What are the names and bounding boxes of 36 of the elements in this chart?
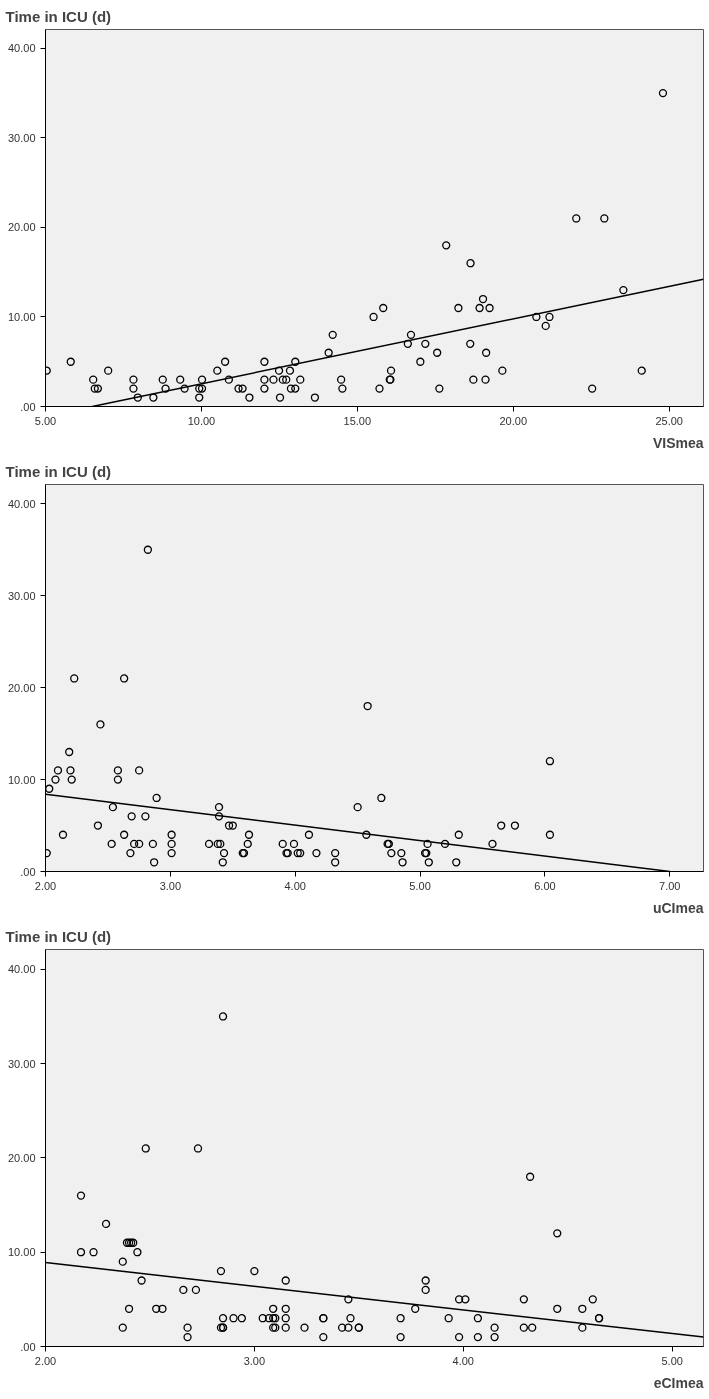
- y-tick-label: 10.00: [7, 310, 36, 323]
- y-tick-label: 20.00: [7, 1151, 36, 1164]
- x-axis-title: VISmea: [652, 434, 704, 451]
- x-tick-label: 20.00: [499, 414, 528, 427]
- y-tick-label: .00: [20, 400, 36, 413]
- y-tick-label: 40.00: [7, 497, 36, 510]
- y-axis-title: Time in ICU (d): [5, 7, 112, 25]
- x-tick-label: 4.00: [452, 1354, 474, 1367]
- y-tick-label: 10.00: [7, 1246, 36, 1259]
- y-tick-label: 10.00: [7, 773, 36, 786]
- y-tick-label: 40.00: [7, 963, 36, 976]
- x-tick-label: 25.00: [655, 414, 683, 427]
- x-tick-label: 5.00: [661, 1354, 683, 1367]
- x-tick-label: 2.00: [34, 879, 57, 892]
- y-tick-label: 20.00: [7, 221, 36, 234]
- y-tick-label: .00: [20, 865, 36, 878]
- y-tick-label: 40.00: [7, 42, 36, 55]
- y-tick-label: .00: [20, 1340, 36, 1353]
- y-tick-label: 20.00: [7, 681, 36, 694]
- x-tick-label: 10.00: [187, 414, 216, 427]
- y-tick-label: 30.00: [7, 589, 36, 602]
- x-tick-label: 3.00: [159, 879, 182, 892]
- x-axis-title: eCImea: [653, 1374, 704, 1391]
- x-tick-label: 5.00: [409, 879, 431, 892]
- x-tick-label: 7.00: [659, 879, 681, 892]
- x-tick-label: 6.00: [534, 879, 556, 892]
- x-tick-label: 5.00: [34, 414, 57, 427]
- y-tick-label: 30.00: [7, 131, 36, 144]
- x-tick-label: 15.00: [343, 414, 372, 427]
- y-axis-title: Time in ICU (d): [5, 462, 112, 480]
- x-tick-label: 3.00: [243, 1354, 266, 1367]
- x-tick-label: 2.00: [34, 1354, 57, 1367]
- x-tick-label: 4.00: [284, 879, 306, 892]
- y-tick-label: 30.00: [7, 1057, 36, 1070]
- y-axis-title: Time in ICU (d): [5, 927, 112, 945]
- x-axis-title: uCImea: [652, 899, 704, 916]
